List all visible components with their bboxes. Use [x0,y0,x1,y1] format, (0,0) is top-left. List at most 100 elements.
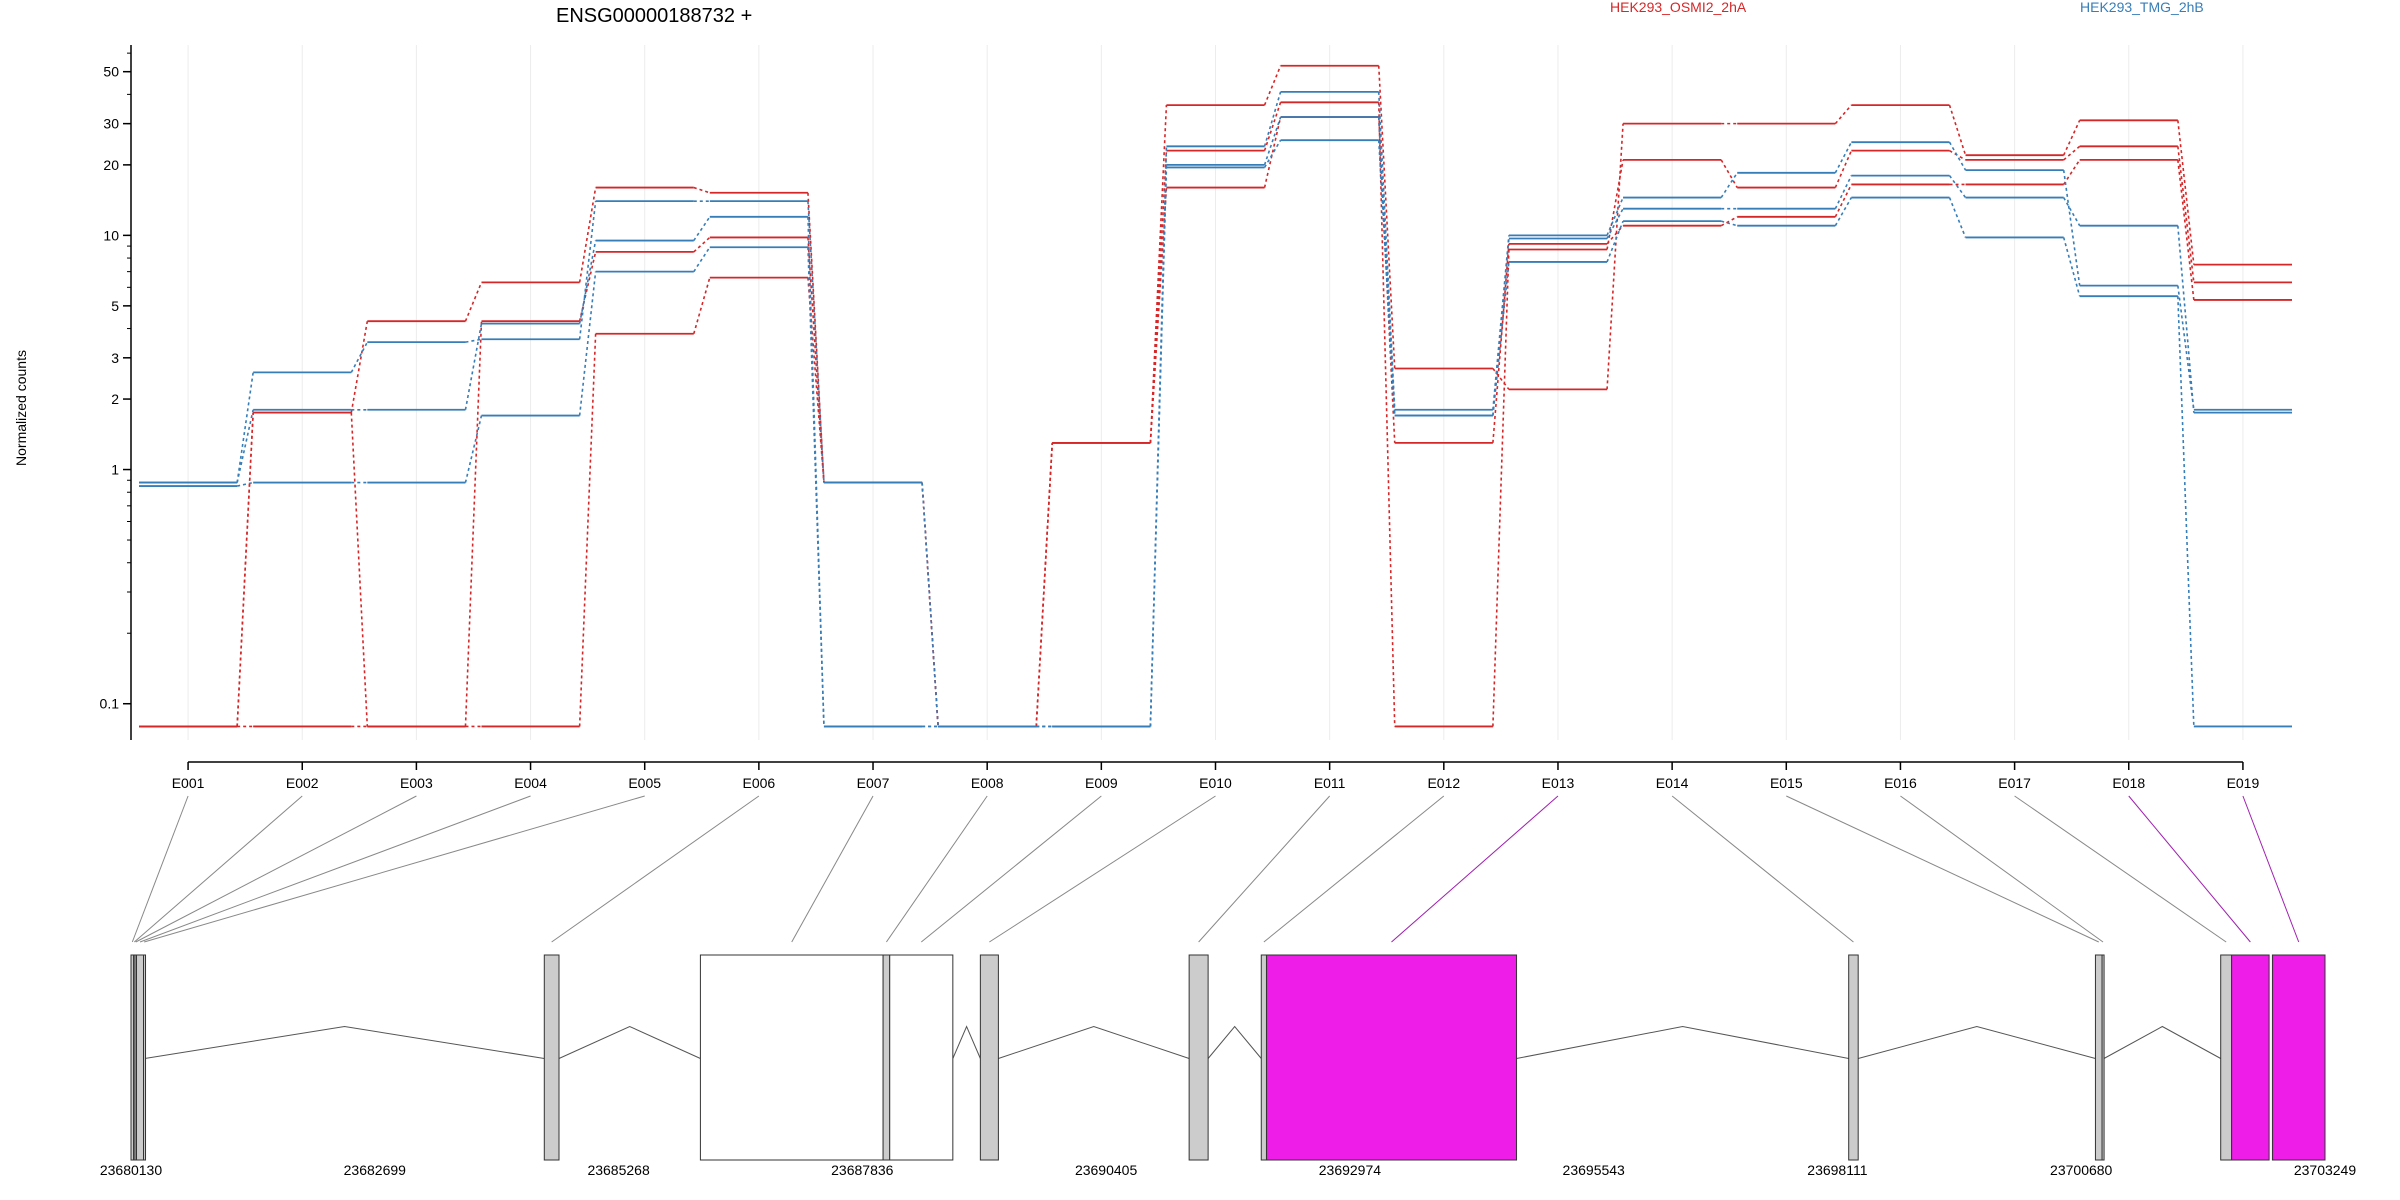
chart-title: ENSG00000188732 + [556,5,752,27]
exon-box [1188,954,1209,1161]
exon-connector [133,795,303,943]
exon-connector [551,795,760,943]
intron-line [144,1025,545,1059]
series-connector [465,338,482,343]
series-connector [1377,102,1396,727]
series-connector [1035,442,1054,727]
coordinate-tick-label: 23700680 [2050,1162,2113,1178]
y-tick-label: 50 [103,64,119,80]
series-connector [236,372,254,483]
legend-series-tmg: HEK293_TMG_2hB [2080,0,2204,15]
coordinate-tick-label: 23687836 [831,1162,894,1178]
x-tick-label: E003 [400,775,433,791]
series-connector [1948,104,1967,156]
series-connector [1948,175,1967,199]
intron-line [2103,1025,2221,1059]
series-connector [921,482,939,727]
series-connector [464,321,483,727]
x-tick-label: E015 [1770,775,1803,791]
exon-connector [131,795,189,943]
series-connector [236,412,254,727]
x-tick-label: E007 [857,775,890,791]
series-connector [807,192,825,483]
exon-connector [1900,795,2104,943]
exon-connector [2014,795,2227,943]
series-lines [139,64,2292,728]
series-connector [2063,159,2081,185]
x-tick-label: E012 [1427,775,1460,791]
series-connector [1606,225,1624,245]
series-connector [578,271,597,416]
y-tick-label: 10 [103,227,119,243]
exon-box [699,954,884,1161]
exon-connector [791,795,874,943]
series-connector [1948,141,1967,171]
series-connector [807,277,825,483]
x-tick-label: E001 [172,775,205,791]
x-tick-label: E010 [1199,775,1232,791]
series-connector [2062,237,2081,297]
series-connector [1606,220,1624,263]
series-connector [693,277,711,334]
x-tick-label: E009 [1085,775,1118,791]
y-axis: 0.1 1 2 3 5 10 20 30 50 [100,45,132,740]
exon-box [143,954,147,1161]
y-tick-label: 30 [103,116,119,132]
exon-connector [1263,795,1445,943]
series-5 [139,139,2292,728]
series-connector [1606,197,1624,236]
series-connector [1834,175,1853,210]
exon-box [2231,954,2270,1161]
exon-box [889,954,954,1161]
intron-line [558,1025,701,1059]
series-connector [1492,249,1510,727]
series-connector [693,246,711,273]
y-tick-label: 0.1 [100,696,120,712]
exon-connector [920,795,1102,943]
y-tick-label: 5 [111,298,119,314]
series-connector [2062,197,2081,227]
series-connector [2062,169,2081,286]
intron-line [998,1025,1190,1059]
exon-box [2094,954,2103,1161]
series-connector [2177,146,2195,283]
x-tick-label: E013 [1542,775,1575,791]
series-connector [1149,187,1168,443]
series-connector [807,201,825,483]
x-tick-label: E016 [1884,775,1917,791]
series-connector [1263,65,1282,106]
series-connector [236,409,254,483]
y-tick-label: 3 [111,350,119,366]
exon-connector [2128,795,2251,943]
x-tick-label: E008 [971,775,1004,791]
x-tick-label: E004 [514,775,547,791]
x-tick-label: E011 [1314,775,1346,791]
series-connector [1834,184,1853,218]
exon-connector [1786,795,2099,943]
y-axis-label: Normalized counts [13,350,29,466]
series-connector [1492,368,1510,390]
intron-line [1207,1025,1262,1059]
exon-box [2101,954,2105,1161]
exon-connector [1671,795,1854,943]
x-tick-label: E014 [1656,775,1689,791]
series-connector [1834,197,1853,227]
exon-connector-lines [131,795,2300,943]
series-connector [1263,102,1282,151]
x-tick-label: E006 [743,775,776,791]
exon-connector [139,795,531,943]
y-tick-label: 1 [111,462,119,478]
series-connector [1263,116,1282,166]
series-connector [1377,65,1396,369]
exon-connector [1198,795,1331,943]
series-connector [464,282,483,322]
coordinate-tick-label: 23698111 [1807,1162,1867,1178]
series-connector [1377,140,1396,416]
exon-box [2220,954,2233,1161]
series-connector [236,481,254,487]
series-connector [693,216,711,242]
series-connector [2177,225,2195,413]
exon-box [1260,954,1267,1161]
exon-box [979,954,999,1161]
